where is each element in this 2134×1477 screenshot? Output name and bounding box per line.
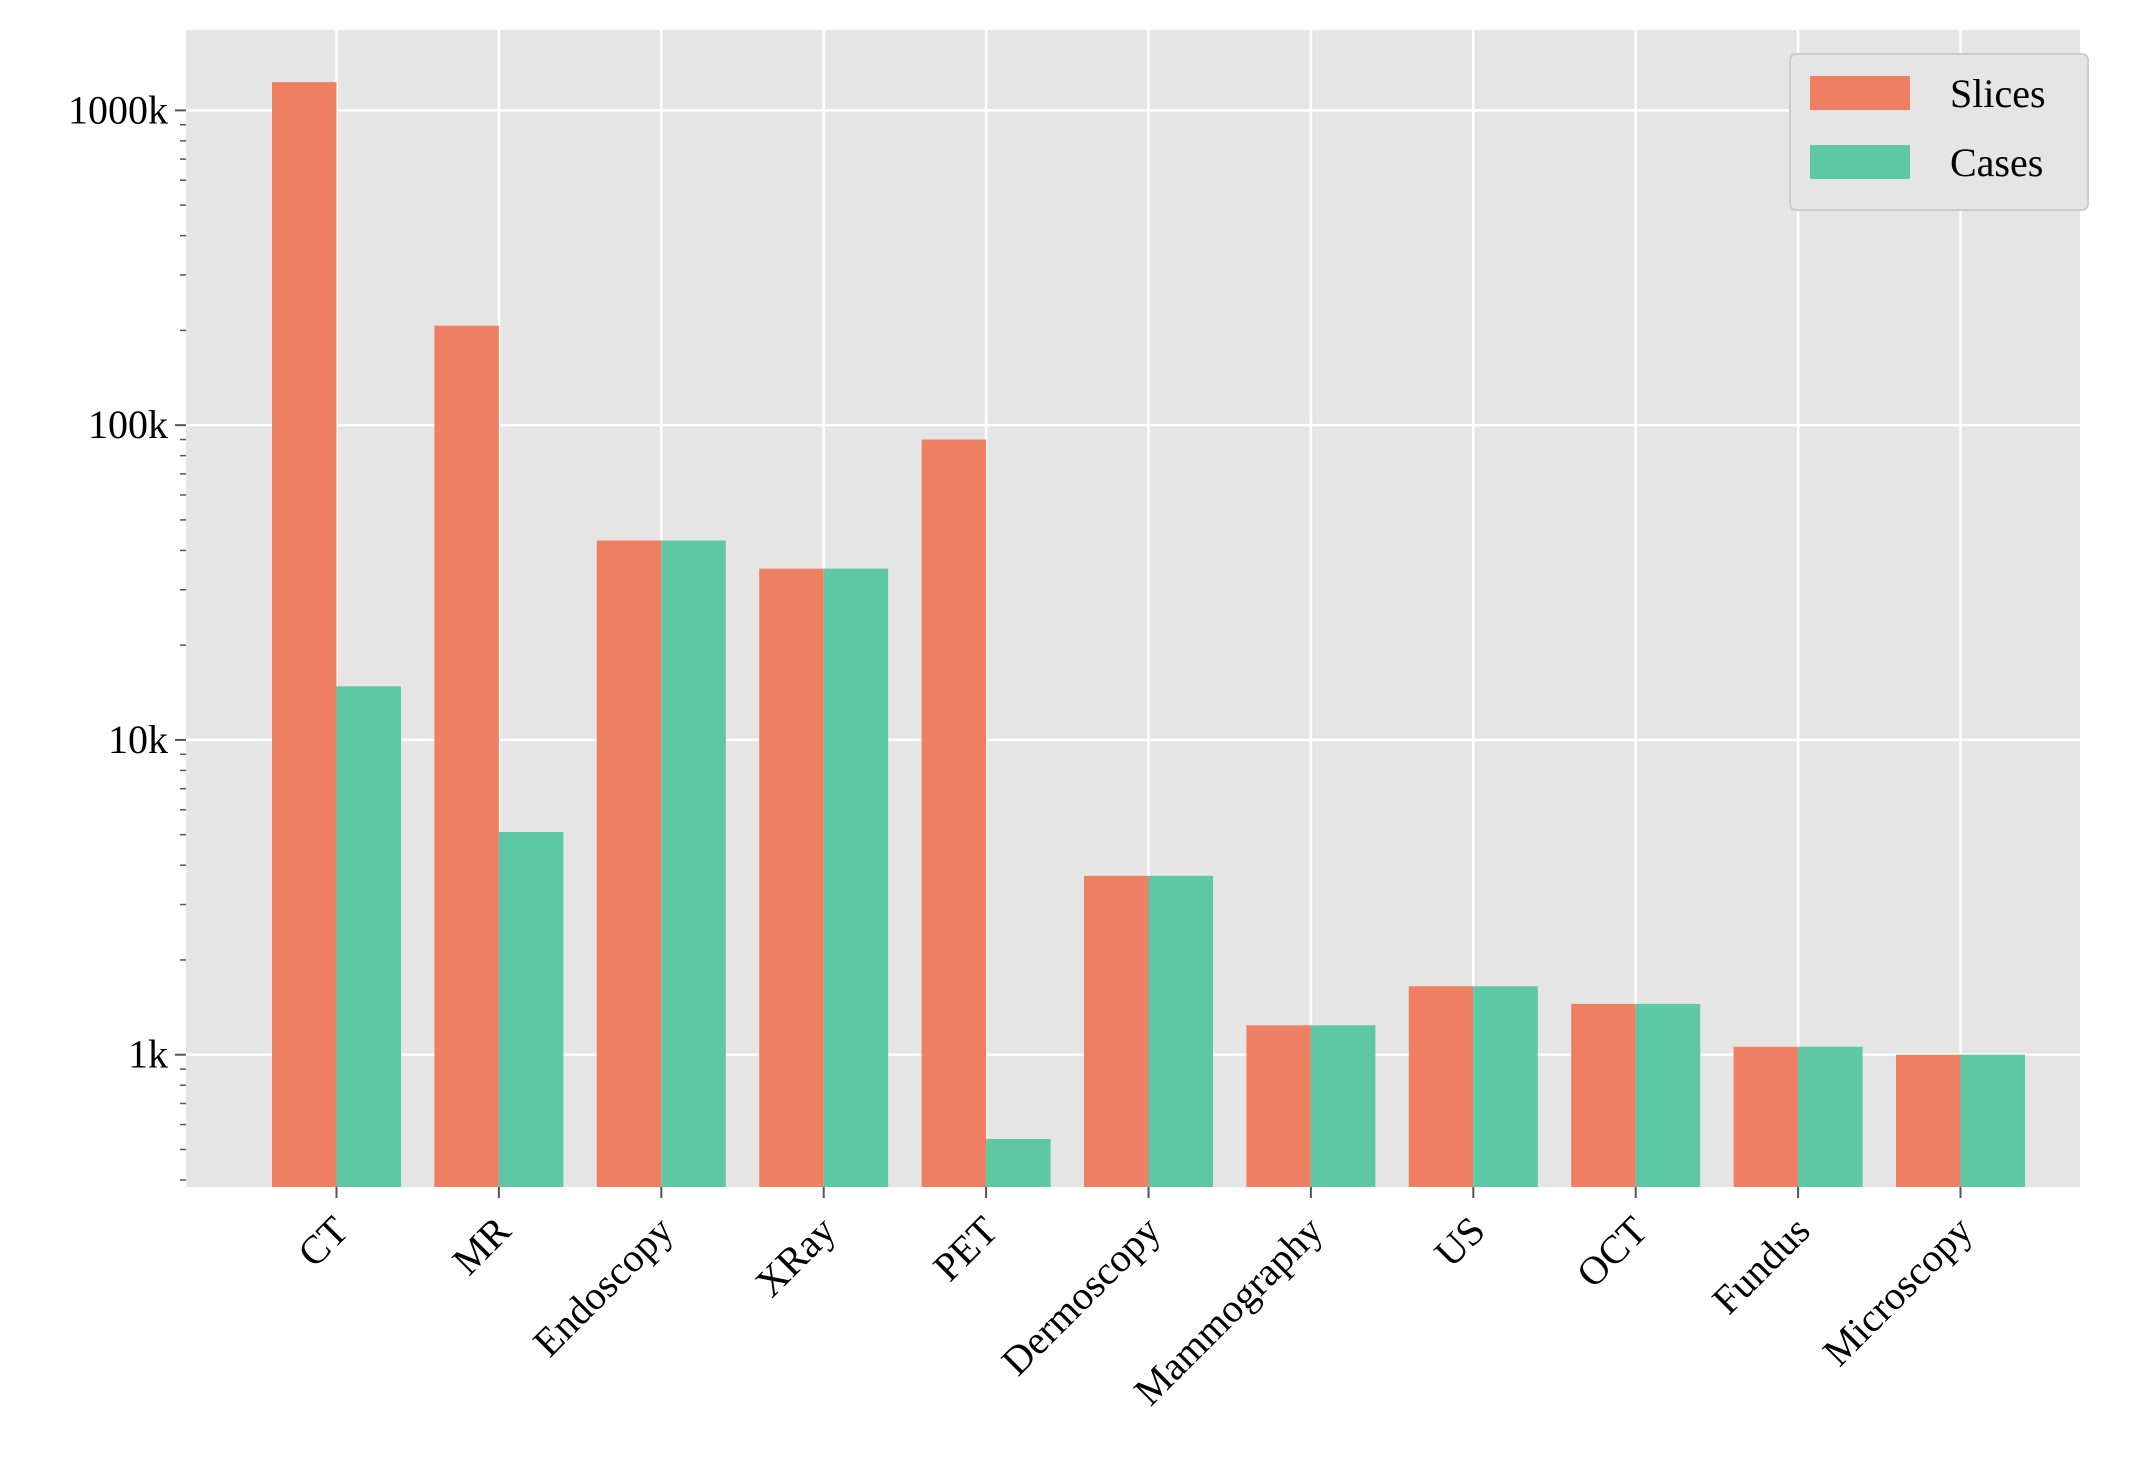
bar-cases-mammography xyxy=(1310,1025,1376,1187)
bar-slices-endoscopy xyxy=(596,540,662,1187)
x-tick-label: Dermoscopy xyxy=(993,1208,1169,1384)
x-tick-label: Endoscopy xyxy=(524,1208,682,1366)
bar-cases-xray xyxy=(823,568,889,1187)
legend-label-cases: Cases xyxy=(1950,140,2043,185)
bar-slices-us xyxy=(1408,986,1474,1187)
x-tick-label: PET xyxy=(924,1208,1006,1290)
bar-slices-ct xyxy=(272,82,337,1188)
bar-cases-us xyxy=(1473,986,1538,1187)
y-tick-label: 1k xyxy=(128,1032,168,1077)
bar-slices-pet xyxy=(921,439,987,1187)
bar-slices-dermoscopy xyxy=(1084,875,1149,1187)
bar-slices-mammography xyxy=(1246,1025,1311,1187)
bar-slices-microscopy xyxy=(1896,1054,1961,1187)
bar-cases-fundus xyxy=(1798,1046,1863,1187)
y-tick-label: 1000k xyxy=(68,87,168,132)
x-tick-label: MR xyxy=(443,1207,519,1283)
bar-cases-endoscopy xyxy=(661,540,726,1187)
bar-slices-oct xyxy=(1571,1003,1636,1187)
x-tick-label: CT xyxy=(289,1208,357,1276)
bar-cases-pet xyxy=(986,1138,1051,1187)
x-tick-label: Fundus xyxy=(1703,1208,1818,1323)
y-axis: 1k 10k 100k 1000k xyxy=(68,87,186,1077)
bars xyxy=(272,82,2025,1188)
bar-cases-microscopy xyxy=(1960,1054,2025,1187)
legend-swatch-slices xyxy=(1810,76,1910,110)
x-tick-label: OCT xyxy=(1568,1208,1656,1296)
bar-cases-dermoscopy xyxy=(1148,875,1213,1187)
bar-slices-xray xyxy=(759,568,824,1187)
bar-slices-mr xyxy=(434,325,499,1187)
y-tick-label: 10k xyxy=(108,717,168,762)
x-tick-label: XRay xyxy=(746,1208,844,1306)
bar-cases-ct xyxy=(336,686,401,1187)
bar-cases-mr xyxy=(498,831,564,1187)
legend-label-slices: Slices xyxy=(1950,71,2046,116)
y-tick-label: 100k xyxy=(88,402,168,447)
x-tick-label: US xyxy=(1426,1208,1494,1276)
legend-swatch-cases xyxy=(1810,145,1910,179)
bar-cases-oct xyxy=(1635,1003,1701,1187)
bar-slices-fundus xyxy=(1733,1046,1799,1187)
legend: Slices Cases xyxy=(1789,53,2089,211)
x-tick-label: Microscopy xyxy=(1814,1208,1981,1375)
y-minor-ticks xyxy=(180,124,186,1181)
x-axis: CT MR Endoscopy XRay PETDermoscopyMammograph… xyxy=(289,1187,1981,1414)
